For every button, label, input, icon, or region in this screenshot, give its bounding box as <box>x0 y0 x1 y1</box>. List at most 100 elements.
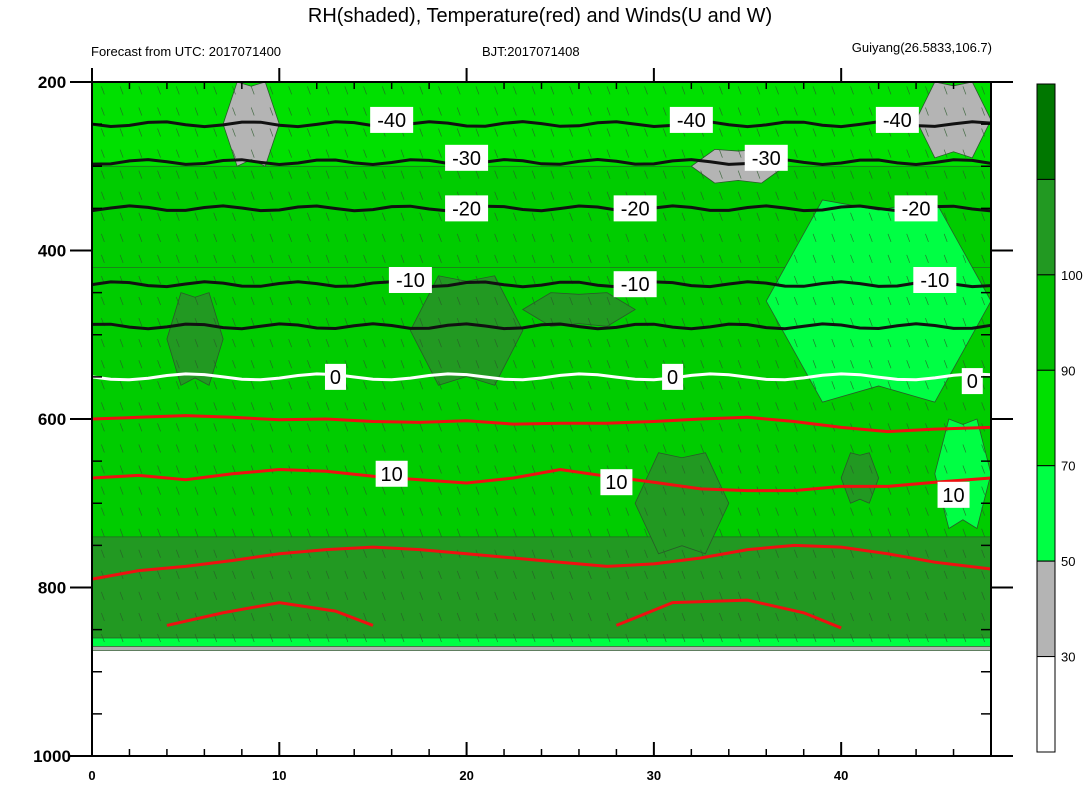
wind-barb <box>644 339 648 348</box>
contour-label-box <box>961 368 983 395</box>
wind-barb <box>625 444 630 453</box>
wind-barb <box>232 591 236 601</box>
wind-barb <box>344 339 349 348</box>
wind-barb <box>194 149 199 158</box>
wind-barb <box>494 254 499 264</box>
wind-barb <box>101 107 105 116</box>
wind-barb <box>250 191 255 200</box>
y-tick-label: 1000 <box>33 747 71 766</box>
wind-barb <box>175 444 180 453</box>
wind-barb <box>550 107 555 116</box>
wind-barb <box>288 402 292 411</box>
wind-barb <box>175 296 180 306</box>
wind-barb <box>681 423 686 432</box>
wind-barb <box>101 360 105 369</box>
wind-barb <box>138 612 143 622</box>
wind-barb <box>513 507 517 516</box>
wind-barb <box>232 149 236 158</box>
wind-barb <box>307 296 311 306</box>
wind-barb <box>906 633 911 643</box>
wind-barb <box>175 149 180 158</box>
wind-barb <box>700 233 705 242</box>
wind-barb <box>925 507 929 516</box>
wind-barb <box>175 254 180 264</box>
wind-barb <box>344 107 349 116</box>
wind-barb <box>943 107 948 116</box>
wind-barb <box>213 402 218 411</box>
wind-barb <box>325 570 330 579</box>
wind-barb <box>925 360 929 369</box>
wind-barb <box>400 486 405 495</box>
wind-barb <box>419 254 424 264</box>
wind-barb <box>400 528 405 537</box>
wind-barb <box>606 149 611 158</box>
wind-barb <box>681 212 686 221</box>
wind-barb <box>438 633 442 643</box>
wind-barb <box>812 339 817 348</box>
wind-barb <box>794 591 798 601</box>
wind-barb <box>175 128 180 137</box>
wind-barb <box>775 360 779 369</box>
wind-barb <box>850 254 854 264</box>
wind-barb <box>307 570 311 579</box>
wind-barb <box>850 233 854 242</box>
wind-barb <box>831 612 836 622</box>
wind-barb <box>138 107 143 116</box>
wind-barb <box>513 570 517 579</box>
wind-barb <box>569 339 573 348</box>
wind-barb <box>644 296 648 306</box>
wind-barb <box>868 465 873 474</box>
wind-barb <box>232 107 236 116</box>
wind-barb <box>363 486 367 495</box>
wind-barb <box>962 296 967 306</box>
wind-barb <box>812 528 817 537</box>
wind-barb <box>456 360 461 369</box>
wind-barb <box>325 612 330 622</box>
wind-barb <box>662 465 667 474</box>
wind-barb <box>456 444 461 453</box>
contour-label-box <box>445 195 489 222</box>
wind-barb <box>775 423 779 432</box>
wind-barb <box>587 107 592 116</box>
wind-barb <box>494 570 499 579</box>
wind-barb <box>531 339 536 348</box>
wind-barb <box>587 612 592 622</box>
wind-barb <box>644 128 648 137</box>
wind-barb <box>419 528 424 537</box>
wind-barb <box>719 528 723 537</box>
wind-barb <box>531 549 536 558</box>
wind-barb <box>101 296 105 306</box>
wind-barb <box>456 381 461 390</box>
wind-barb <box>756 633 761 643</box>
wind-barb <box>850 465 854 474</box>
wind-barb <box>456 339 461 348</box>
wind-barb <box>625 423 630 432</box>
wind-barb <box>381 360 386 369</box>
wind-barb <box>587 128 592 137</box>
isotherm--20 <box>91 204 992 213</box>
wind-barb <box>307 170 311 179</box>
wind-barb <box>887 149 892 158</box>
wind-barb <box>307 507 311 516</box>
wind-barb <box>794 570 798 579</box>
wind-barb <box>288 170 292 179</box>
wind-barb <box>307 591 311 601</box>
wind-barb <box>438 570 442 579</box>
wind-barb <box>513 549 517 558</box>
wind-barb <box>737 170 742 179</box>
wind-barb <box>269 612 274 622</box>
wind-barb <box>850 528 854 537</box>
wind-barb <box>962 360 967 369</box>
wind-barb <box>138 423 143 432</box>
wind-barb <box>962 612 967 622</box>
wind-barb <box>531 591 536 601</box>
wind-barb <box>981 360 985 369</box>
wind-barb <box>232 296 236 306</box>
colorbar: 30 50 70 90 100 <box>1036 83 1083 753</box>
wind-barb <box>325 591 330 601</box>
wind-barb <box>868 402 873 411</box>
wind-barb <box>831 528 836 537</box>
wind-barb <box>625 507 630 516</box>
wind-barb <box>325 296 330 306</box>
wind-barb <box>962 233 967 242</box>
